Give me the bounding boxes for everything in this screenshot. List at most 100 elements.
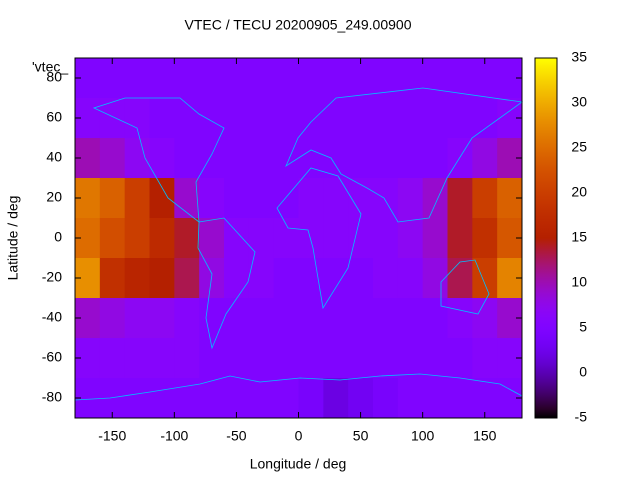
colorbar-tick-label: 0 xyxy=(579,364,587,380)
heatmap-cell xyxy=(199,138,225,179)
heatmap-cell xyxy=(199,98,225,139)
heatmap-cell xyxy=(199,58,225,99)
heatmap-cell xyxy=(224,98,250,139)
heatmap-cell xyxy=(149,178,175,219)
heatmap-cell xyxy=(422,218,448,259)
heatmap-cell xyxy=(199,218,225,259)
colorbar-tick-label: 35 xyxy=(571,49,587,65)
colorbar-tick-label: 10 xyxy=(571,274,587,290)
heatmap-cell xyxy=(174,338,200,379)
heatmap-cell xyxy=(124,178,150,219)
heatmap-cell xyxy=(298,338,324,379)
chart-title: VTEC / TECU 20200905_249.00900 xyxy=(184,17,411,33)
heatmap-cell xyxy=(373,338,399,379)
heatmap-cell xyxy=(149,138,175,179)
heatmap-cell xyxy=(174,138,200,179)
colorbar-tick-label: 5 xyxy=(579,319,587,335)
heatmap-cell xyxy=(273,58,299,99)
y-tick-label: 80 xyxy=(46,69,62,85)
heatmap-cell xyxy=(248,378,275,419)
heatmap-cell xyxy=(99,98,126,139)
heatmap-cell xyxy=(248,338,275,379)
colorbar xyxy=(534,57,558,419)
heatmap-cell xyxy=(174,218,200,259)
heatmap-cell xyxy=(199,178,225,219)
heatmap-cell xyxy=(323,378,349,419)
heatmap-cell xyxy=(447,218,473,259)
heatmap-cell xyxy=(174,258,200,299)
heatmap-cell xyxy=(298,258,324,299)
y-tick-label: -40 xyxy=(42,309,62,325)
heatmap-cell xyxy=(248,98,275,139)
heatmap-cell xyxy=(273,218,299,259)
x-tick-label: 150 xyxy=(473,428,497,444)
heatmap-cell xyxy=(373,218,399,259)
heatmap-cell xyxy=(149,298,175,339)
heatmap-cell xyxy=(99,138,126,179)
colorbar-tick-label: 30 xyxy=(571,94,587,110)
heatmap-cell xyxy=(323,338,349,379)
heatmap-cell xyxy=(298,58,324,99)
heatmap-cell xyxy=(348,298,374,339)
heatmap-cell xyxy=(348,98,374,139)
heatmap-cell xyxy=(323,58,349,99)
coastline xyxy=(440,259,490,315)
heatmap-cell xyxy=(124,338,150,379)
heatmap-cell xyxy=(174,98,200,139)
x-tick-label: 50 xyxy=(353,428,369,444)
heatmap-cell xyxy=(224,378,250,419)
heatmap-cell xyxy=(298,298,324,339)
y-tick-label: 0 xyxy=(54,229,62,245)
axes: -150 -100 -50 0 50 100 150-80-60-40-2002040608… xyxy=(42,49,587,444)
heatmap-cell xyxy=(273,378,299,419)
colorbar-tick-label: 15 xyxy=(571,229,587,245)
heatmap-cell xyxy=(199,258,225,299)
heatmap-cell xyxy=(447,98,473,139)
heatmap-cell xyxy=(224,258,250,299)
heatmap-cell xyxy=(248,298,275,339)
coastlines xyxy=(74,87,524,401)
heatmap-cell xyxy=(397,258,424,299)
heatmap-cell xyxy=(149,338,175,379)
heatmap-cell xyxy=(149,98,175,139)
legend-label: 'vtec_ xyxy=(32,59,68,75)
heatmap-cell xyxy=(397,218,424,259)
heatmap-cell xyxy=(397,298,424,339)
heatmap-cell xyxy=(447,338,473,379)
heatmap-cell xyxy=(99,298,126,339)
heatmap-cell xyxy=(124,258,150,299)
heatmap-cell xyxy=(472,58,498,99)
heatmap-cell xyxy=(224,298,250,339)
heatmap-cell xyxy=(149,378,175,419)
heatmap-cell xyxy=(348,338,374,379)
heatmap-cell xyxy=(472,378,498,419)
heatmap-cell xyxy=(124,298,150,339)
y-tick-label: -60 xyxy=(42,349,62,365)
heatmap-cell xyxy=(397,98,424,139)
heatmap-cell xyxy=(422,298,448,339)
colorbar-tick-label: 25 xyxy=(571,139,587,155)
heatmap-cell xyxy=(124,58,150,99)
coastline xyxy=(74,373,523,401)
heatmap-cell xyxy=(248,218,275,259)
heatmap-cell xyxy=(273,258,299,299)
coastline xyxy=(197,217,256,350)
heatmap-cell xyxy=(422,378,448,419)
heatmap-cell xyxy=(447,138,473,179)
heatmap-cell xyxy=(323,258,349,299)
heatmap-cell xyxy=(397,378,424,419)
heatmap-cell xyxy=(348,218,374,259)
y-tick-label: 20 xyxy=(46,189,62,205)
heatmap-cell xyxy=(348,58,374,99)
heatmap-cell xyxy=(224,138,250,179)
heatmap-cell xyxy=(174,298,200,339)
heatmap-cell xyxy=(323,178,349,219)
heatmap-cell xyxy=(273,98,299,139)
heatmap-cell xyxy=(323,98,349,139)
heatmap-cell xyxy=(199,298,225,339)
heatmap-cell xyxy=(298,138,324,179)
x-tick-label: -150 xyxy=(98,428,126,444)
x-tick-label: -100 xyxy=(160,428,188,444)
